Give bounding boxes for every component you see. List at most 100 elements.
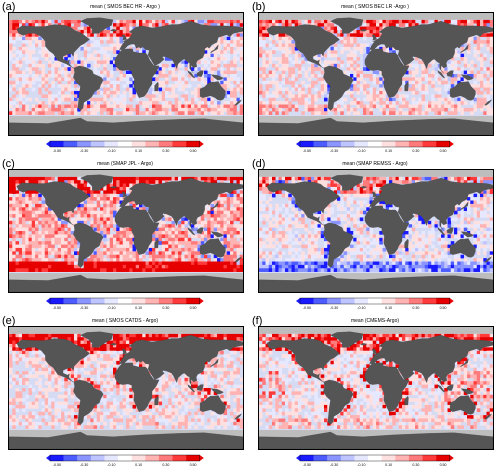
colorbar-tick-label: 0.30 xyxy=(412,149,420,153)
landmass xyxy=(154,81,159,92)
colorbar-swatch xyxy=(409,455,423,461)
landmass xyxy=(359,186,368,189)
colorbar-swatch xyxy=(118,141,132,147)
colorbar-tick-label: -0.50 xyxy=(52,149,62,153)
colorbar-swatch xyxy=(159,141,173,147)
landmass xyxy=(234,99,242,106)
landmass xyxy=(446,384,454,391)
map-panel: (b) mean ( SMOS BEC LR -Argo ) -0.50 -0.30 -… xyxy=(250,0,500,157)
colorbar-swatch xyxy=(354,298,369,304)
colorbar-tick-label: -0.50 xyxy=(302,306,312,310)
landmass xyxy=(119,177,243,231)
colorbar-tick-label: 0.10 xyxy=(135,463,143,467)
panel-letter: (d) xyxy=(252,158,266,170)
landmass xyxy=(359,29,368,32)
colorbar-min-arrow xyxy=(46,455,51,461)
colorbar-swatch xyxy=(186,298,201,304)
panel-letter: (e) xyxy=(2,315,16,327)
landmass xyxy=(9,431,243,449)
landmass xyxy=(404,395,409,406)
landmass xyxy=(119,334,243,388)
landmass xyxy=(16,24,90,69)
colorbar-swatch xyxy=(186,141,201,147)
colorbar-tick-label: 0.30 xyxy=(162,463,170,467)
landmass xyxy=(460,231,474,238)
colorbar-swatch xyxy=(409,141,423,147)
colorbar xyxy=(46,297,204,305)
panel-title: mean ( SMOS BEC LR -Argo ) xyxy=(341,4,409,10)
map-panel: (a) mean ( SMOS BEC HR - Argo ) -0.50 -0.30… xyxy=(0,0,250,157)
arctic-ice-band xyxy=(259,170,493,177)
landmass xyxy=(437,384,446,393)
colorbar-swatch xyxy=(50,141,64,147)
landmass xyxy=(460,388,474,395)
colorbar-swatch xyxy=(340,141,355,147)
colorbar-tick-label: -0.30 xyxy=(330,463,339,467)
colorbar xyxy=(296,297,454,305)
landmass xyxy=(369,177,493,231)
colorbar-tick-label: 0.30 xyxy=(162,306,170,310)
landmass xyxy=(259,431,493,449)
landmass xyxy=(446,227,454,234)
landmass xyxy=(437,70,446,79)
colorbar-tick-label: -0.30 xyxy=(80,463,89,467)
colorbar-swatch xyxy=(63,455,78,461)
colorbar-swatch xyxy=(90,455,105,461)
colorbar-swatch xyxy=(327,298,342,304)
colorbar-min-arrow xyxy=(46,141,51,147)
colorbar-tick-label: -0.10 xyxy=(107,306,116,310)
salinity-bias-grid xyxy=(9,170,243,292)
landmass xyxy=(199,395,226,415)
colorbar-swatch xyxy=(381,455,396,461)
landmass xyxy=(330,17,364,34)
colorbar-tick-label: 0.50 xyxy=(189,149,197,153)
landmass xyxy=(460,358,469,368)
colorbar-swatch xyxy=(63,298,78,304)
colorbar-swatch xyxy=(145,455,160,461)
colorbar-min-arrow xyxy=(296,141,301,147)
landmass xyxy=(109,186,118,189)
panel-title: mean ( SMOS BEC HR - Argo ) xyxy=(90,4,160,10)
colorbar-swatch xyxy=(118,455,132,461)
panel-title: mean ( SMOS CATDS - Argo) xyxy=(91,318,159,324)
landmass xyxy=(121,191,127,198)
colorbar-tick-label: 0.10 xyxy=(385,306,393,310)
colorbar-swatch xyxy=(381,141,396,147)
colorbar-swatch xyxy=(145,298,160,304)
landmass xyxy=(330,174,364,191)
landmass xyxy=(484,256,492,263)
colorbar-tick-label: -0.10 xyxy=(107,463,116,467)
colorbar-swatch xyxy=(104,298,119,304)
colorbar-swatch xyxy=(118,298,132,304)
landmass xyxy=(73,379,104,425)
colorbar-tick-label: 0.30 xyxy=(412,463,420,467)
world-map xyxy=(8,326,244,450)
colorbar-max-arrow xyxy=(449,141,454,147)
colorbar-tick-label: -0.50 xyxy=(302,149,312,153)
colorbar-swatch xyxy=(436,141,451,147)
colorbar-tick-label: -0.30 xyxy=(80,306,89,310)
panel-letter: (a) xyxy=(2,1,16,13)
colorbar-swatch xyxy=(395,298,410,304)
landmass xyxy=(369,20,493,74)
landmass xyxy=(369,334,493,388)
colorbar-swatch xyxy=(409,298,423,304)
landmass xyxy=(80,331,114,348)
landmass xyxy=(460,201,469,211)
colorbar-swatch xyxy=(300,455,314,461)
landmass xyxy=(266,338,340,383)
landmass xyxy=(154,395,159,406)
salinity-bias-grid xyxy=(259,13,493,135)
colorbar-swatch xyxy=(90,141,105,147)
landmass xyxy=(196,384,204,391)
colorbar-max-arrow xyxy=(449,298,454,304)
salinity-bias-grid xyxy=(259,327,493,449)
landmass xyxy=(16,338,90,383)
colorbar-max-arrow xyxy=(199,298,204,304)
colorbar-swatch xyxy=(104,141,119,147)
salinity-bias-grid xyxy=(259,170,493,292)
landmass xyxy=(330,331,364,348)
landmass xyxy=(460,74,474,81)
colorbar-tick-label: 0.30 xyxy=(162,149,170,153)
landmass xyxy=(187,384,196,393)
